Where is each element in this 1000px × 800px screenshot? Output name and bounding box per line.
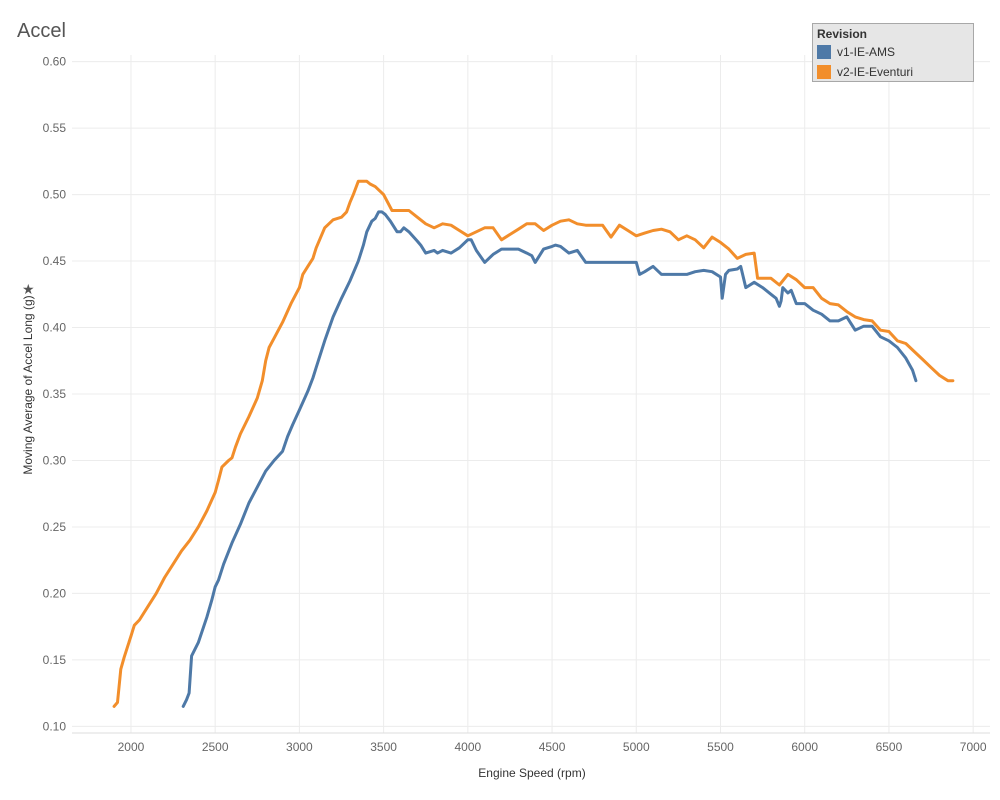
x-tick-label: 3500: [370, 740, 397, 754]
x-tick-label: 2500: [202, 740, 229, 754]
legend[interactable]: Revision v1-IE-AMS v2-IE-Eventuri: [812, 23, 974, 82]
x-tick-label: 6000: [791, 740, 818, 754]
y-tick-label: 0.20: [43, 586, 67, 600]
y-tick-label: 0.10: [43, 719, 67, 733]
series-lines: [112, 179, 955, 708]
legend-item-v2[interactable]: v2-IE-Eventuri: [817, 64, 913, 80]
x-tick-label: 5000: [623, 740, 650, 754]
series-line-v2-ie-eventuri[interactable]: [112, 179, 955, 708]
grid-lines: [72, 55, 990, 734]
x-axis-ticks: 2000 2500 3000 3500 4000 4500 5000 5500 6000 6500…: [118, 740, 987, 754]
legend-swatch-v2: [817, 65, 831, 79]
legend-title: Revision: [817, 27, 868, 41]
y-axis-ticks: 0.10 0.15 0.20 0.25 0.30 0.35 0.40 0.45 0.50 0.55…: [43, 55, 67, 734]
x-tick-label: 6500: [876, 740, 903, 754]
x-axis-label: Engine Speed (rpm): [478, 766, 585, 780]
x-tick-label: 5500: [707, 740, 734, 754]
y-tick-label: 0.25: [43, 520, 67, 534]
x-tick-label: 2000: [118, 740, 145, 754]
x-tick-label: 4500: [539, 740, 566, 754]
y-tick-label: 0.15: [43, 653, 67, 667]
y-tick-label: 0.30: [43, 453, 67, 467]
legend-label-v1: v1-IE-AMS: [837, 45, 896, 59]
y-tick-label: 0.60: [43, 55, 67, 69]
legend-item-v1[interactable]: v1-IE-AMS: [817, 44, 895, 60]
y-tick-label: 0.40: [43, 321, 67, 335]
legend-label-v2: v2-IE-Eventuri: [837, 65, 914, 79]
chart-title: Accel: [17, 20, 66, 42]
y-tick-label: 0.45: [43, 254, 67, 268]
pin-icon[interactable]: ★: [22, 282, 35, 298]
y-tick-label: 0.35: [43, 387, 67, 401]
y-tick-label: 0.55: [43, 121, 67, 135]
y-tick-label: 0.50: [43, 188, 67, 202]
y-axis-label: Moving Average of Accel Long (g): [21, 295, 35, 474]
legend-swatch-v1: [817, 45, 831, 59]
x-tick-label: 4000: [454, 740, 481, 754]
x-tick-label: 3000: [286, 740, 313, 754]
x-tick-label: 7000: [960, 740, 987, 754]
series-line-v1-ie-ams[interactable]: [181, 210, 918, 708]
